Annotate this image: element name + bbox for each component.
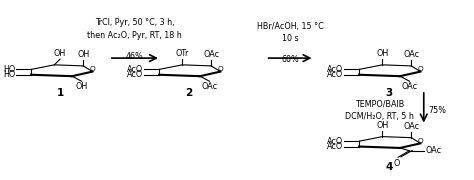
Text: 60%: 60% — [282, 55, 299, 64]
Text: O: O — [393, 159, 400, 168]
Text: HO: HO — [3, 70, 15, 79]
Text: 3: 3 — [385, 88, 392, 98]
Text: AcO: AcO — [327, 142, 343, 151]
Text: OAc: OAc — [403, 122, 419, 131]
Text: DCM/H₂O, RT, 5 h: DCM/H₂O, RT, 5 h — [345, 112, 414, 121]
Text: OH: OH — [376, 121, 389, 130]
Text: OH: OH — [77, 50, 90, 59]
Text: 2: 2 — [185, 88, 192, 98]
Text: OTr: OTr — [176, 49, 189, 58]
Text: HO: HO — [3, 65, 15, 74]
Text: OAc: OAc — [401, 82, 418, 91]
Text: OAc: OAc — [403, 50, 419, 59]
Text: then Ac₂O, Pyr, RT, 18 h: then Ac₂O, Pyr, RT, 18 h — [88, 31, 182, 40]
Text: O: O — [218, 66, 223, 72]
Text: AcO: AcO — [127, 65, 143, 74]
Text: OH: OH — [75, 82, 88, 91]
Text: O: O — [418, 66, 423, 72]
Text: TrCl, Pyr, 50 °C, 3 h,: TrCl, Pyr, 50 °C, 3 h, — [95, 18, 174, 27]
Text: OAc: OAc — [203, 50, 219, 59]
Text: AcO: AcO — [327, 70, 343, 79]
Text: AcO: AcO — [127, 70, 143, 79]
Text: OH: OH — [54, 49, 66, 58]
Text: 46%: 46% — [126, 52, 144, 61]
Text: O: O — [90, 66, 95, 72]
Text: 1: 1 — [57, 88, 64, 98]
Text: OAc: OAc — [201, 82, 218, 91]
Text: OAc: OAc — [425, 146, 441, 155]
Text: O: O — [418, 138, 423, 143]
Text: AcO: AcO — [327, 65, 343, 74]
Text: TEMPO/BAIB: TEMPO/BAIB — [355, 100, 404, 109]
Text: HBr/AcOH, 15 °C: HBr/AcOH, 15 °C — [257, 22, 324, 31]
Text: AcO: AcO — [327, 137, 343, 146]
Text: 75%: 75% — [428, 106, 447, 115]
Text: OH: OH — [376, 49, 389, 58]
Text: 10 s: 10 s — [282, 34, 299, 43]
Text: 4: 4 — [385, 162, 392, 172]
